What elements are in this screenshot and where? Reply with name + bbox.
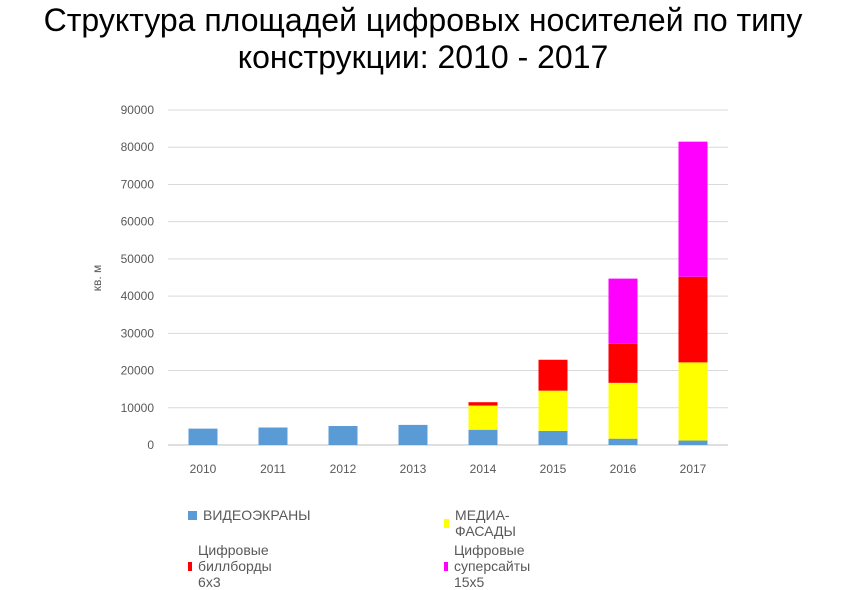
y-tick-label: 10000 [121, 401, 155, 415]
legend-swatch [444, 518, 450, 528]
y-tick-label: 20000 [121, 364, 155, 378]
y-tick-label: 50000 [121, 252, 155, 266]
bar-segment [608, 278, 638, 344]
bar-segment [608, 382, 638, 439]
bar-segment [538, 390, 568, 431]
x-tick-label: 2017 [680, 462, 707, 476]
y-tick-label: 60000 [121, 215, 155, 229]
legend-label: Цифровые биллборды 6х3 [198, 542, 272, 590]
bar-segment [328, 426, 358, 445]
legend-label: МЕДИА-ФАСАДЫ [455, 507, 516, 539]
legend-label: ВИДЕОЭКРАНЫ [203, 507, 311, 523]
chart-title: Структура площадей цифровых носителей по… [0, 2, 846, 76]
bar-segment [468, 429, 498, 445]
bar-segment [398, 424, 428, 445]
bar-segment [608, 438, 638, 445]
y-axis-label: кв. м [90, 265, 104, 292]
y-tick-label: 0 [147, 438, 154, 452]
axes: 0 10000 20000 30000 40000 50000 60000 70000 8000… [121, 103, 707, 476]
bar-segment [678, 276, 708, 363]
legend-item: ВИДЕОЭКРАНЫ [188, 507, 311, 523]
y-tick-label: 70000 [121, 177, 155, 191]
x-tick-label: 2012 [330, 462, 357, 476]
gridlines [168, 109, 728, 446]
y-tick-label: 90000 [121, 103, 155, 117]
bar-segment [258, 427, 288, 445]
x-tick-label: 2010 [190, 462, 217, 476]
stacked-bar-chart: 0 10000 20000 30000 40000 50000 60000 70000 8000… [90, 103, 728, 476]
y-tick-label: 40000 [121, 289, 155, 303]
x-tick-label: 2014 [470, 462, 497, 476]
x-tick-label: 2013 [400, 462, 427, 476]
x-tick-label: 2015 [540, 462, 567, 476]
legend-item: Цифровые суперсайты 15х5 [444, 542, 535, 590]
bar-segment [188, 428, 218, 445]
legend-item: Цифровые биллборды 6х3 [188, 542, 277, 590]
x-tick-label: 2011 [260, 462, 286, 476]
bar-segment [538, 430, 568, 445]
bar-segment [468, 405, 498, 430]
x-tick-label: 2016 [610, 462, 637, 476]
legend-item: МЕДИА-ФАСАДЫ [444, 507, 520, 539]
legend-label: Цифровые суперсайты 15х5 [453, 542, 531, 590]
y-tick-label: 30000 [121, 326, 155, 340]
legend-swatch [188, 510, 197, 520]
y-tick-label: 80000 [121, 140, 155, 154]
bar-segment [678, 440, 708, 445]
chart-title-line-2: конструкции: 2010 - 2017 [237, 39, 609, 75]
chart-title-line-1: Структура площадей цифровых носителей по… [43, 2, 803, 38]
bar-segment [608, 343, 638, 383]
bar-segment [678, 141, 708, 277]
bar-segment [678, 362, 708, 441]
bars [188, 141, 708, 445]
bar-segment [468, 402, 498, 406]
bar-segment [538, 359, 568, 391]
